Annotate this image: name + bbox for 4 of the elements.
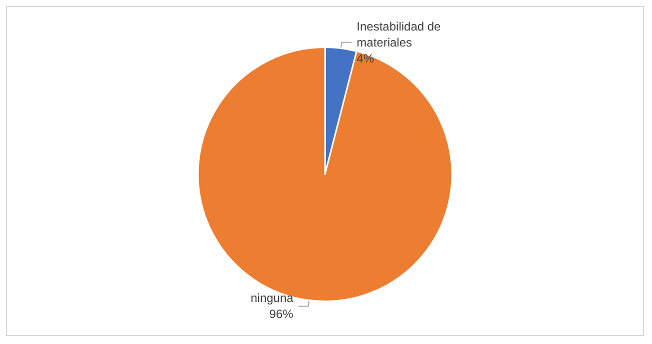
data-label: 96% — [269, 307, 294, 322]
slice-label: Inestabilidad de materiales — [356, 19, 444, 50]
data-label: 4% — [356, 51, 374, 66]
slice-label: ninguna — [250, 291, 294, 306]
